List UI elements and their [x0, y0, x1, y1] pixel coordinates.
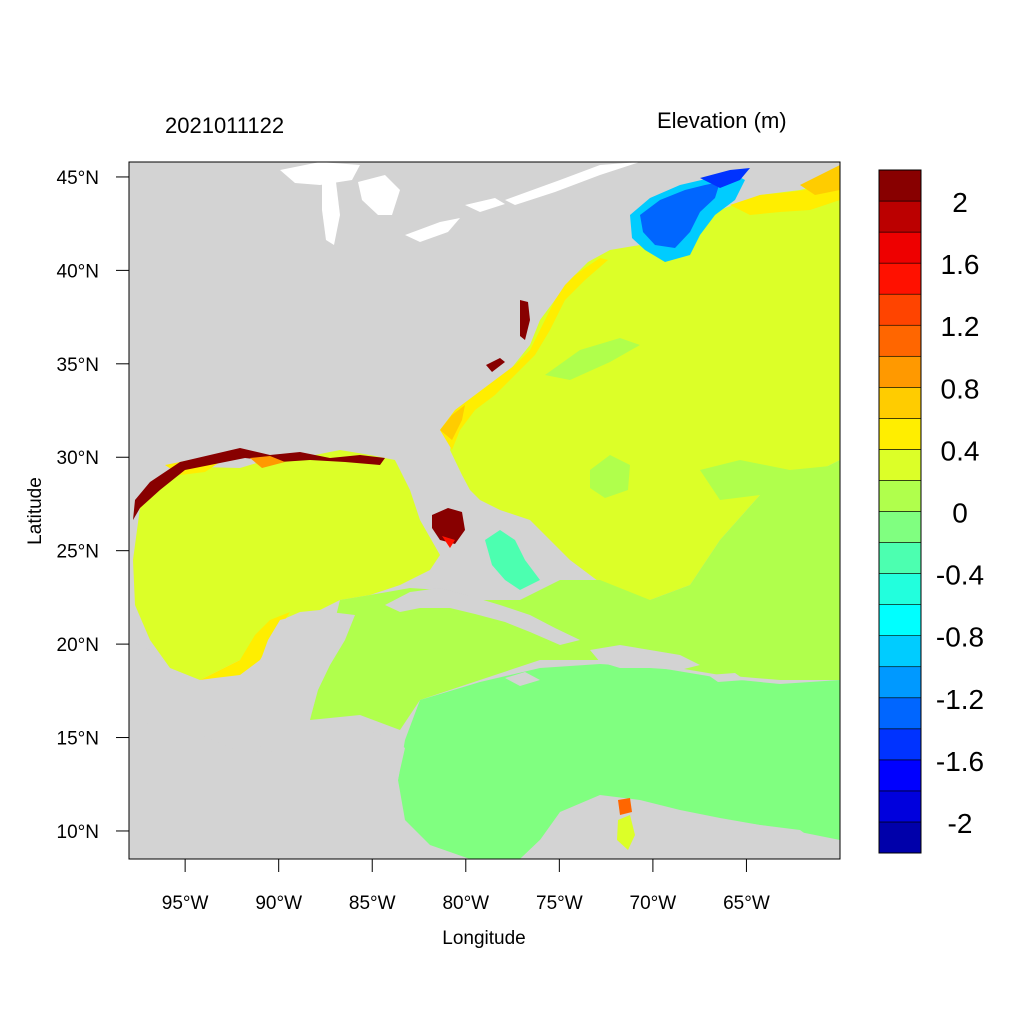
east-coast-shelf-field: [440, 258, 608, 450]
colorbar-label: 0: [952, 498, 968, 529]
colorbar-swatch: [878, 418, 922, 450]
south-florida-surge: [432, 508, 465, 544]
colorbar-labels: 2 1.6 1.2 0.8 0.4 0 -0.4 -0.8 -1.2 -1.6 -2: [936, 187, 984, 839]
colorbar-label: -1.2: [936, 684, 984, 715]
y-tick-label: 20°N: [57, 635, 99, 656]
atlantic-eddy-field-3: [545, 338, 640, 380]
colorbar-label: 2: [952, 187, 968, 218]
x-axis: 95°W 90°W 85°W 80°W 75°W 70°W 65°W: [162, 859, 770, 914]
colorbar-label: 0.4: [941, 435, 980, 466]
jamaica-land: [505, 672, 540, 686]
colorbar-swatch: [878, 200, 922, 233]
colorbar-swatch: [878, 387, 922, 419]
puerto-rico-land: [708, 673, 745, 682]
colorbar-outline: [878, 169, 922, 854]
colorbar-swatch: [878, 511, 922, 543]
colorbar-swatch: [878, 790, 922, 823]
timestamp-title: 2021011122: [165, 113, 284, 138]
gulf-of-maine-lowest: [700, 168, 750, 188]
colorbar-label: 0.8: [941, 373, 980, 404]
gulf-coast-surge: [133, 448, 385, 520]
colorbar-label: 1.2: [941, 311, 980, 342]
x-tick-label: 75°W: [536, 893, 583, 914]
colorbar-swatch: [878, 231, 922, 264]
colorbar-swatch: [878, 169, 922, 202]
colorbar-label: -2: [948, 808, 973, 839]
st-lawrence: [505, 162, 640, 205]
colorbar-swatch: [878, 821, 922, 854]
lake-maracaibo-field: [617, 815, 635, 850]
colorbar-swatch: [878, 604, 922, 636]
colorbar-label: -1.6: [936, 746, 984, 777]
nova-scotia-orange: [800, 165, 840, 195]
x-tick-label: 70°W: [630, 893, 677, 914]
atlantic-eddy-field-2: [700, 460, 840, 500]
yucatan-shelf-field: [200, 612, 290, 680]
variable-title: Elevation (m): [657, 108, 787, 133]
y-tick-label: 15°N: [57, 729, 99, 750]
carolina-coast-surge: [486, 358, 505, 372]
central-caribbean-field: [398, 664, 840, 859]
map-panel: [129, 162, 840, 859]
y-tick-label: 10°N: [57, 822, 99, 843]
colorbar-swatch: [878, 728, 922, 761]
x-axis-label: Longitude: [442, 928, 525, 949]
lake-superior: [280, 162, 360, 185]
caribbean-field: [310, 460, 840, 730]
map-frame: [128, 161, 841, 860]
lake-michigan: [322, 180, 340, 245]
colorbar-swatch: [878, 262, 922, 295]
colorbar-swatch: [878, 573, 922, 605]
colorbar-label: -0.8: [936, 622, 984, 653]
louisiana-orange: [250, 456, 285, 468]
south-america-land: [520, 800, 840, 859]
georgia-orange: [440, 405, 465, 440]
atlantic-eddy-field: [590, 455, 630, 498]
colorbar-swatch: [878, 355, 922, 388]
colorbar-swatch: [878, 324, 922, 357]
colorbar: [878, 169, 922, 854]
x-tick-label: 85°W: [349, 893, 396, 914]
colorbar-swatch: [878, 635, 922, 668]
y-tick-label: 40°N: [57, 261, 99, 282]
colorbar-swatch: [878, 666, 922, 699]
y-axis: 45°N 40°N 35°N 30°N 25°N 20°N 15°N 10°N: [57, 168, 129, 843]
y-tick-label: 30°N: [57, 448, 99, 469]
mid-atlantic-coast-surge: [520, 300, 530, 340]
gulf-of-maine-lower: [640, 182, 720, 248]
bahamas-bank-field: [485, 530, 540, 590]
y-tick-label: 35°N: [57, 355, 99, 376]
cuba-land: [385, 588, 580, 645]
hispaniola-land: [590, 645, 700, 670]
colorbar-swatch: [878, 293, 922, 326]
central-america-land: [129, 612, 420, 859]
lake-huron: [358, 175, 400, 215]
colorbar-swatch: [878, 697, 922, 730]
x-tick-label: 65°W: [723, 893, 770, 914]
colorbar-swatch: [878, 480, 922, 512]
lake-erie: [405, 218, 460, 242]
colorbar-label: 1.6: [941, 249, 980, 280]
colorbar-swatch: [878, 759, 922, 792]
colorbar-swatch: [878, 449, 922, 481]
y-axis-label: Latitude: [25, 477, 46, 545]
colorbar-swatch: [878, 542, 922, 574]
colorbar-label: -0.4: [936, 560, 984, 591]
y-tick-label: 45°N: [57, 168, 99, 189]
gulf-of-mexico-field: [133, 450, 440, 680]
lake-ontario: [465, 198, 505, 212]
x-tick-label: 80°W: [442, 893, 489, 914]
florida-keys-surge: [442, 536, 455, 548]
y-tick-label: 25°N: [57, 542, 99, 563]
maracaibo-high: [618, 798, 632, 815]
nova-scotia-field: [730, 180, 840, 215]
x-tick-label: 95°W: [162, 893, 209, 914]
x-tick-label: 90°W: [255, 893, 302, 914]
